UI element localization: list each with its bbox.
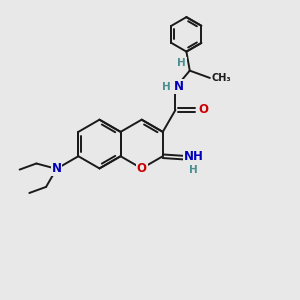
Text: H: H: [162, 82, 171, 92]
Text: O: O: [199, 103, 209, 116]
Text: NH: NH: [184, 150, 203, 163]
Text: H: H: [177, 58, 186, 68]
Text: N: N: [173, 80, 183, 93]
Text: N: N: [52, 162, 61, 176]
Text: O: O: [137, 162, 147, 175]
Text: CH₃: CH₃: [211, 73, 231, 83]
Text: H: H: [189, 165, 198, 175]
